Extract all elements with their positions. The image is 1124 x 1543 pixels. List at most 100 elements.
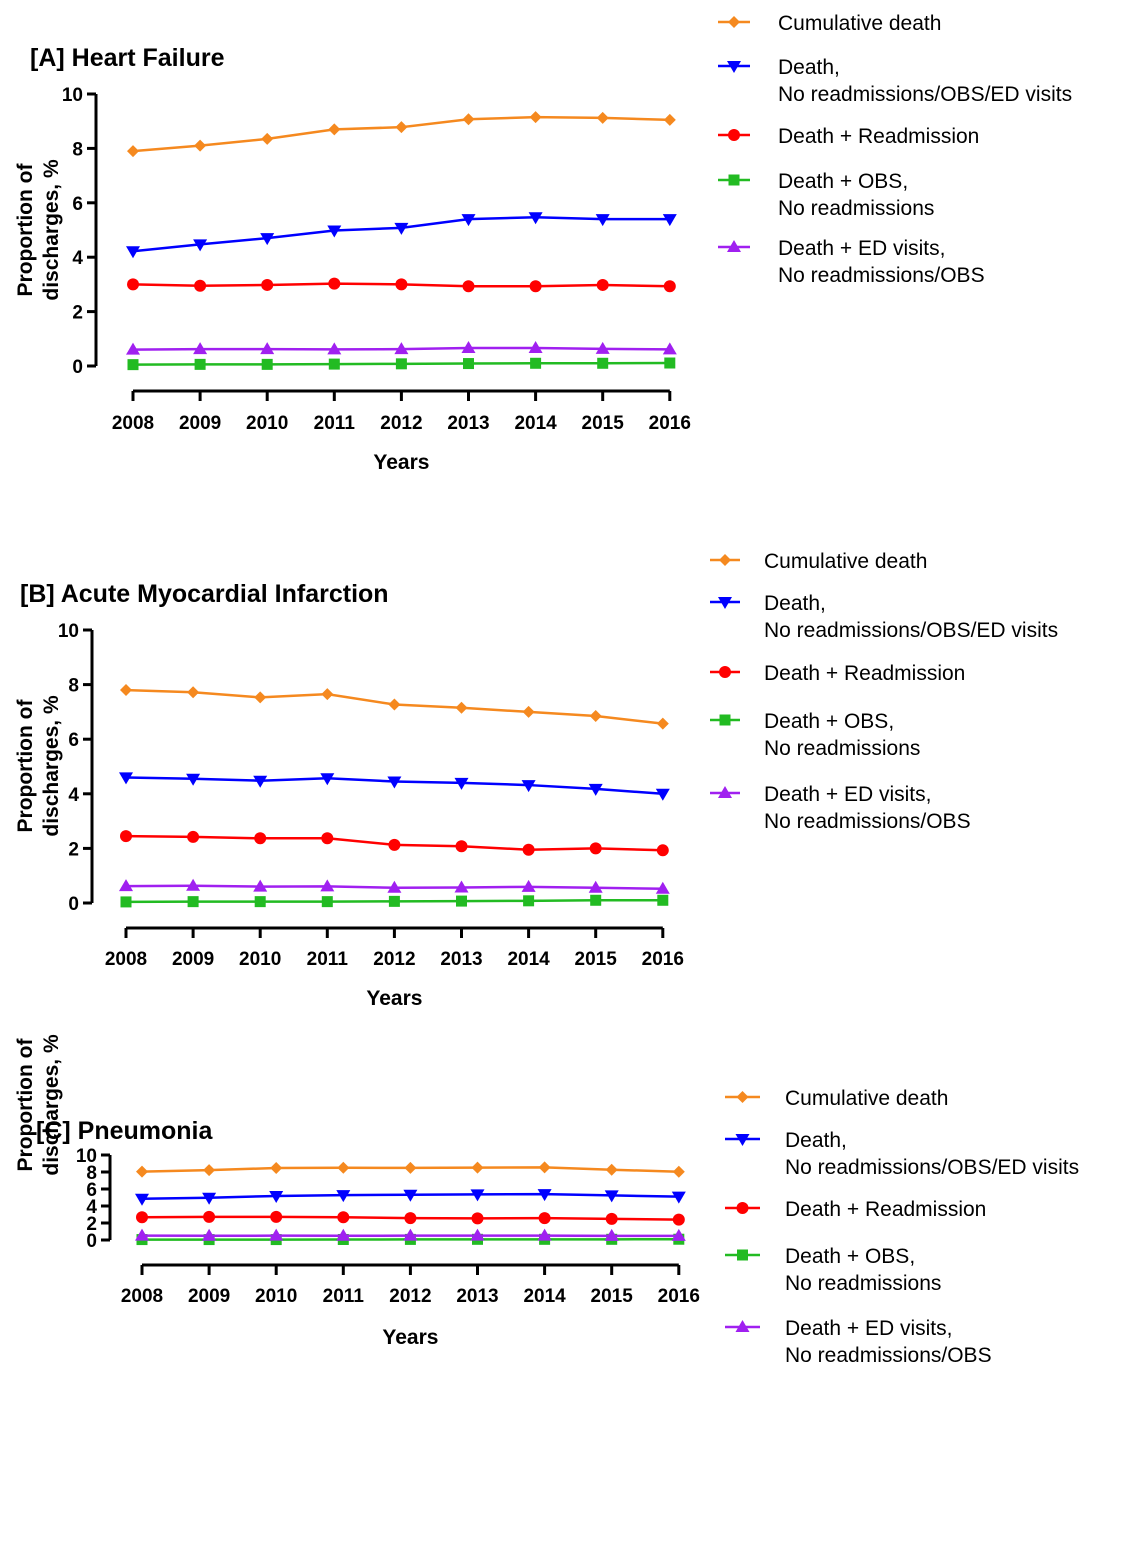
y-tick-label: 8	[72, 139, 83, 160]
data-point	[595, 341, 610, 354]
data-point	[605, 1163, 618, 1176]
data-point	[663, 280, 676, 293]
data-point	[254, 896, 266, 908]
data-point	[187, 896, 199, 908]
data-point	[336, 1228, 351, 1241]
y-axis-label-line: Proportion of	[14, 699, 37, 833]
data-point	[388, 698, 401, 711]
data-point	[119, 772, 133, 785]
data-point	[203, 1210, 216, 1223]
legend-label-line: Death,	[785, 1129, 847, 1152]
series-4	[126, 341, 677, 355]
x-tick-label: 2015	[582, 413, 625, 434]
data-point	[461, 341, 476, 354]
x-tick-label: 2009	[188, 1286, 230, 1307]
data-point	[530, 357, 542, 369]
data-point	[671, 1191, 686, 1204]
data-point	[395, 121, 408, 134]
y-axis-label: Proportion of discharges, %	[14, 695, 63, 837]
data-point	[471, 1161, 484, 1174]
data-point	[203, 1164, 216, 1177]
legend-swatch-marker	[735, 1320, 750, 1332]
y-tick-label: 4	[68, 785, 79, 806]
series-2	[120, 830, 669, 857]
data-point	[394, 342, 409, 355]
x-tick-label: 2015	[591, 1286, 634, 1307]
legend-label-line: Death + ED visits,	[764, 783, 931, 806]
y-tick-label: 6	[68, 730, 79, 751]
legend-label-line: Death + OBS,	[778, 170, 908, 193]
legend-entry: Cumulative death	[718, 12, 941, 35]
data-point	[202, 1192, 217, 1205]
data-point	[193, 342, 208, 355]
data-point	[404, 1212, 417, 1225]
legend-label-line: No readmissions/OBS/ED visits	[785, 1156, 1079, 1179]
y-axis-label-line: Proportion of	[14, 163, 37, 297]
data-point	[394, 222, 409, 235]
data-point	[337, 1161, 350, 1174]
legend-swatch-marker	[728, 129, 740, 141]
data-point	[461, 214, 476, 227]
data-point	[327, 225, 342, 238]
legend-swatch-marker	[737, 1249, 748, 1261]
data-point	[136, 1165, 148, 1178]
legend-swatch-marker	[728, 174, 740, 186]
data-point	[321, 896, 333, 908]
data-point	[202, 1228, 217, 1241]
legend-label-line: No readmissions	[785, 1272, 941, 1295]
data-point	[388, 895, 400, 907]
legend-swatch-marker	[735, 1134, 750, 1146]
data-point	[387, 880, 402, 893]
y-tick-label: 0	[86, 1231, 97, 1252]
series-4	[119, 878, 670, 894]
y-axis-label-line: discharges, %	[40, 695, 63, 837]
data-point	[403, 1189, 418, 1202]
data-point	[126, 246, 140, 259]
legend-label: Death + OBS, No readmissions	[778, 170, 934, 220]
legend-entry: Death, No readmissions/OBS/ED visits	[725, 1129, 1079, 1179]
x-tick-label: 2010	[255, 1286, 297, 1307]
data-point	[588, 880, 603, 893]
legend-swatch-marker	[728, 16, 740, 28]
legend-entry: Death + OBS, No readmissions	[718, 170, 934, 220]
data-point	[537, 1228, 552, 1241]
legend-label: Death, No readmissions/OBS/ED visits	[785, 1129, 1079, 1179]
x-tick-label: 2011	[307, 949, 349, 970]
data-point	[187, 830, 200, 843]
legend-label-line: No readmissions/OBS	[778, 264, 985, 287]
legend-swatch-marker	[736, 1091, 749, 1103]
data-point	[337, 1211, 350, 1224]
legend-entry: Cumulative death	[725, 1087, 948, 1110]
legend-entry: Death + ED visits, No readmissions/OBS	[725, 1317, 992, 1367]
legend-label-line: Death + ED visits,	[785, 1317, 952, 1340]
x-tick-label: 2008	[121, 1286, 163, 1307]
legend-label-line: Death + Readmission	[785, 1198, 986, 1221]
data-point	[254, 832, 267, 845]
legend-label: Death, No readmissions/OBS/ED visits	[764, 592, 1058, 642]
x-tick-label: 2010	[246, 413, 288, 434]
y-tick-label: 0	[72, 357, 83, 378]
x-tick-label: 2014	[523, 1286, 566, 1307]
data-point	[656, 717, 669, 730]
data-point	[521, 879, 536, 892]
data-point	[462, 280, 475, 293]
legend-entry: Death, No readmissions/OBS/ED visits	[710, 592, 1058, 642]
legend-entry: Cumulative death	[710, 550, 927, 573]
data-point	[671, 1228, 686, 1241]
series-3	[120, 894, 669, 908]
data-point	[672, 1213, 685, 1226]
legend-label-line: Death + ED visits,	[778, 237, 945, 260]
legend-label-line: Cumulative death	[764, 550, 927, 573]
legend-swatch-marker	[727, 61, 741, 73]
legend-label: Death + ED visits, No readmissions/OBS	[778, 237, 985, 287]
chart-title: [A] Heart Failure	[30, 44, 225, 72]
y-tick-label: 0	[68, 894, 79, 915]
series-0	[120, 684, 669, 730]
data-point	[387, 776, 402, 789]
x-tick-label: 2012	[373, 949, 415, 970]
y-tick-label: 8	[86, 1163, 97, 1184]
legend-entry: Death + OBS, No readmissions	[725, 1245, 941, 1295]
data-point	[126, 342, 140, 355]
series-2	[136, 1210, 685, 1226]
